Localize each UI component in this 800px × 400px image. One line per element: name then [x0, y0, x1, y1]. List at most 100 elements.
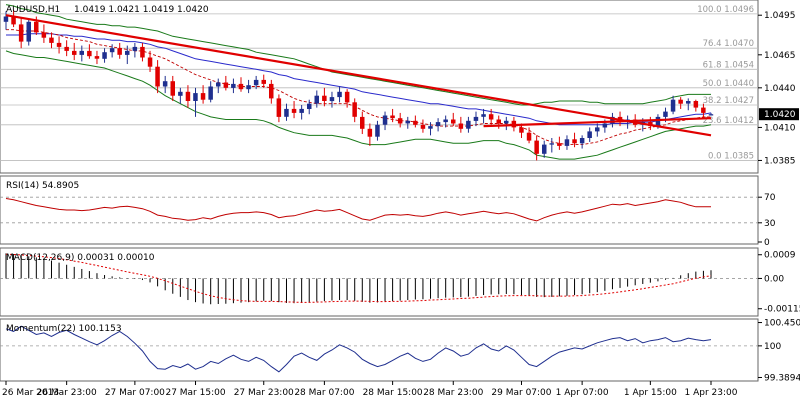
price-panel-frame: [0, 0, 759, 174]
candle-body: [200, 93, 206, 100]
candle-body: [352, 102, 357, 117]
candle-body: [253, 79, 259, 86]
candle-body: [49, 37, 54, 43]
candle-body: [314, 95, 319, 104]
candle-body: [72, 50, 77, 55]
time-tick-label: 26 Mar 23:00: [37, 388, 97, 398]
candle-body: [549, 143, 554, 145]
candle-body: [488, 114, 494, 120]
macd-tick-label: -0.00115: [764, 305, 800, 315]
fib-label: 0.0 1.0385: [708, 151, 754, 161]
fib-label: 61.8 1.0454: [703, 60, 754, 70]
candle-body: [132, 46, 138, 51]
candle-body: [140, 46, 145, 58]
momentum-tick-label: 99.3894: [764, 373, 800, 383]
bollinger-lower-line: [5, 50, 712, 160]
candle-body: [413, 120, 418, 125]
candle-body: [519, 127, 524, 133]
candle-body: [170, 81, 175, 96]
current-price-marker[interactable]: 1.0420: [759, 108, 799, 121]
candle-body: [284, 108, 289, 117]
candle-body: [526, 132, 532, 141]
macd-histogram: [5, 253, 712, 305]
rsi-tick-label: 30: [764, 219, 776, 229]
candle-body: [307, 103, 312, 109]
candle-body: [701, 107, 706, 113]
macd-signal-line: [5, 253, 712, 303]
rsi-label: RSI(14) 54.8905: [6, 181, 79, 191]
candle-body: [87, 50, 92, 57]
time-tick-label: 27 Mar 23:00: [234, 388, 294, 398]
candle-body: [238, 83, 244, 90]
candle-body: [443, 119, 448, 123]
candle-body: [155, 66, 160, 87]
fib-label: 23.6 1.0412: [703, 116, 754, 126]
time-tick-label: 27 Mar 15:00: [165, 388, 225, 398]
candle-body: [663, 111, 668, 117]
candle-body: [125, 50, 130, 55]
candle-body: [496, 119, 501, 124]
candle-body: [375, 124, 380, 137]
rsi-panel: RSI(14) 54.8905 70 30 0: [0, 175, 776, 248]
fibonacci-levels: 100.0 1.0496 76.4 1.0470 61.8 1.0454 50.0 1…: [0, 5, 758, 161]
bollinger-upper-line: [5, 4, 711, 106]
candle-body: [34, 21, 39, 33]
time-tick-label: 1 Apr 23:00: [685, 388, 738, 398]
candle-body: [109, 48, 115, 53]
candle-body: [451, 119, 456, 124]
current-price-text: 1.0420: [764, 110, 796, 120]
candle-body: [147, 57, 153, 67]
candle-body: [94, 56, 100, 59]
time-tick-label: 27 Mar 07:00: [105, 388, 165, 398]
rsi-tick-label: 70: [764, 193, 776, 203]
momentum-line: [5, 325, 712, 373]
candle-body: [678, 99, 683, 104]
candle-body: [231, 83, 236, 88]
trendline: [5, 14, 712, 137]
candle-body: [360, 116, 365, 129]
macd-panel: MACD(12,26,9) 0.00031 0.00010 0.00090.00…: [0, 247, 800, 317]
candle-body: [11, 16, 16, 25]
candle-body: [420, 124, 426, 129]
candle-body: [64, 46, 69, 51]
trendlines: [5, 14, 712, 137]
instrument-label: AUDUSD,H1: [6, 5, 60, 15]
candle-body: [382, 115, 388, 125]
time-tick-label: 28 Mar 15:00: [363, 388, 423, 398]
candle-body: [481, 114, 486, 117]
price-tick-label: 1.0495: [764, 11, 796, 21]
candle-body: [41, 32, 47, 38]
time-tick-label: 26 Mar 2013: [2, 388, 59, 398]
momentum-label: Momentum(22) 100.1153: [6, 324, 122, 334]
time-tick-label: 28 Mar 23:00: [423, 388, 483, 398]
candle-body: [473, 116, 479, 121]
candle-body: [458, 123, 464, 129]
price-tick-label: 1.0385: [764, 156, 796, 166]
bollinger-bands: [5, 4, 712, 160]
candle-body: [708, 114, 714, 116]
candle-body: [693, 101, 699, 108]
candle-body: [428, 126, 433, 129]
candle-body: [610, 116, 615, 124]
candle-body: [223, 82, 229, 88]
candle-body: [276, 98, 282, 117]
candle-body: [269, 83, 274, 99]
candle-body: [117, 48, 122, 55]
candle-body: [178, 91, 183, 96]
candle-body: [579, 138, 585, 144]
candle-body: [185, 91, 191, 101]
rsi-axis: 70 30 0: [758, 193, 776, 248]
rsi-panel-frame: [0, 175, 759, 245]
moving-average-line: [6, 33, 712, 126]
candle-body: [534, 140, 539, 154]
price-panel: 100.0 1.0496 76.4 1.0470 61.8 1.0454 50.0 1…: [0, 0, 799, 174]
candle-body: [686, 101, 691, 104]
momentum-panel-frame: [0, 318, 759, 382]
time-tick-label: 29 Mar 07:00: [491, 388, 551, 398]
fib-label: 50.0 1.0440: [703, 79, 754, 89]
